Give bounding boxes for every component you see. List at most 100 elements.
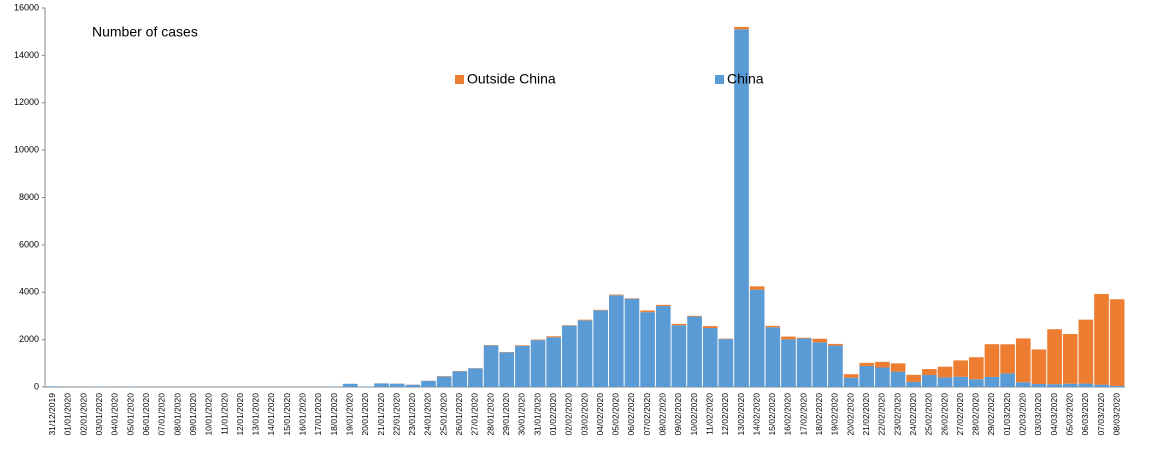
bar-segment [922, 369, 937, 375]
bar-segment [843, 374, 859, 378]
x-tick-label: 10/02/2020 [689, 393, 699, 436]
x-tick-label: 07/01/2020 [157, 393, 167, 436]
bar-segment [593, 309, 608, 311]
x-tick-label: 08/01/2020 [172, 393, 182, 436]
x-tick-label: 01/01/2020 [63, 393, 73, 436]
bar-segment [1000, 344, 1015, 374]
bar-segment [342, 383, 358, 387]
legend-label: China [727, 71, 764, 87]
bar-segment [906, 381, 922, 387]
legend-swatch [455, 75, 464, 84]
x-tick-label: 14/02/2020 [751, 393, 761, 436]
bar-segment [468, 368, 483, 387]
bar-segment [655, 306, 671, 387]
bar-segment [421, 380, 436, 387]
bar-segment [1094, 384, 1109, 387]
x-tick-label: 06/01/2020 [141, 393, 151, 436]
x-tick-label: 01/02/2020 [548, 393, 558, 436]
x-tick-label: 15/01/2020 [282, 393, 292, 436]
y-tick-label: 6000 [19, 239, 39, 249]
y-tick-label: 16000 [14, 2, 39, 12]
bar-segment [1031, 384, 1047, 387]
x-tick-label: 02/03/2020 [1018, 393, 1028, 436]
bar-segment [937, 377, 953, 387]
x-tick-label: 19/01/2020 [344, 393, 354, 436]
bar-segment [875, 361, 890, 368]
x-tick-label: 24/02/2020 [908, 393, 918, 436]
bar-segment [812, 338, 828, 343]
bar-segment [1078, 383, 1094, 387]
bar-segment [796, 337, 812, 339]
x-tick-label: 08/03/2020 [1111, 393, 1121, 436]
x-tick-label: 07/02/2020 [642, 393, 652, 436]
bar-segment [765, 325, 781, 328]
bar-segment [828, 345, 843, 387]
bar-segment [1109, 299, 1125, 386]
bar-segment [624, 298, 640, 387]
bar-segment [734, 26, 749, 30]
x-tick-label: 03/01/2020 [94, 393, 104, 436]
bar-segment [577, 320, 593, 387]
x-tick-label: 05/02/2020 [611, 393, 621, 436]
bar-segment [984, 376, 1000, 387]
bar-segment [593, 310, 608, 387]
x-tick-label: 29/02/2020 [986, 393, 996, 436]
bar-segment [984, 344, 1000, 377]
bar-segment [765, 327, 781, 387]
bar-segment [1000, 373, 1015, 387]
x-tick-label: 22/02/2020 [877, 393, 887, 436]
bar-segment [546, 336, 562, 338]
x-tick-label: 17/01/2020 [313, 393, 323, 436]
legend-swatch [715, 75, 724, 84]
bar-segment [749, 286, 765, 290]
bar-segment [890, 363, 906, 372]
x-tick-label: 28/01/2020 [485, 393, 495, 436]
x-tick-label: 27/01/2020 [470, 393, 480, 436]
x-tick-label: 23/01/2020 [407, 393, 417, 436]
x-tick-label: 24/01/2020 [423, 393, 433, 436]
x-tick-label: 20/02/2020 [845, 393, 855, 436]
bar-segment [687, 316, 702, 387]
y-tick-label: 2000 [19, 334, 39, 344]
y-tick-label: 0 [34, 381, 39, 391]
bar-segment [734, 29, 749, 387]
y-tick-label: 8000 [19, 192, 39, 202]
bar-segment [1094, 293, 1109, 385]
bar-segment [702, 328, 718, 387]
y-tick-label: 10000 [14, 145, 39, 155]
bar-segment [922, 374, 937, 387]
bar-segment [405, 384, 421, 387]
bar-segment [1109, 385, 1125, 387]
bar-segment [374, 383, 389, 387]
bar-segment [953, 360, 968, 377]
bar-segment [640, 312, 655, 387]
x-tick-label: 17/02/2020 [798, 393, 808, 436]
x-tick-label: 13/01/2020 [251, 393, 261, 436]
bar-segment [812, 342, 828, 387]
bar-segment [389, 383, 405, 387]
x-tick-label: 08/02/2020 [658, 393, 668, 436]
x-tick-label: 31/12/2019 [47, 393, 57, 436]
bar-segment [483, 345, 499, 387]
annotation: Number of cases [92, 24, 198, 40]
x-tick-label: 22/01/2020 [391, 393, 401, 436]
bar-segment [499, 352, 515, 387]
bar-segment [937, 366, 953, 378]
x-tick-label: 16/02/2020 [783, 393, 793, 436]
x-tick-label: 03/03/2020 [1033, 393, 1043, 436]
x-tick-label: 04/01/2020 [110, 393, 120, 436]
bar-segment [515, 345, 530, 346]
bar-segment [875, 367, 890, 387]
bar-segment [1047, 384, 1062, 387]
x-tick-label: 29/01/2020 [501, 393, 511, 436]
x-tick-label: 21/01/2020 [376, 393, 386, 436]
bar-segment [953, 376, 968, 387]
x-tick-label: 30/01/2020 [517, 393, 527, 436]
y-tick-label: 14000 [14, 50, 39, 60]
x-tick-label: 16/01/2020 [298, 393, 308, 436]
bar-segment [1015, 338, 1031, 383]
x-tick-label: 06/03/2020 [1080, 393, 1090, 436]
bar-segment [890, 371, 906, 387]
x-tick-label: 12/02/2020 [720, 393, 730, 436]
